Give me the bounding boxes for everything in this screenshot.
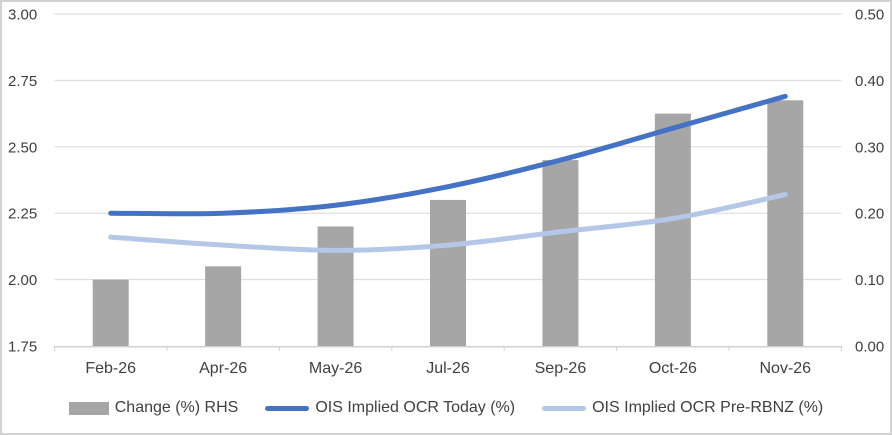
right-axis-tick-label: 0.00 (855, 339, 884, 356)
bar-Feb-26[interactable] (92, 279, 129, 346)
bar-series-swatch-icon (68, 401, 109, 415)
left-axis-tick-label: 2.25 (8, 206, 37, 223)
chart-legend: Change (%) RHS OIS Implied OCR Today (%)… (2, 395, 890, 421)
bar-Oct-26[interactable] (654, 113, 691, 346)
left-axis-tick-label: 2.00 (8, 272, 37, 289)
left-axis-tick-label: 1.75 (8, 339, 37, 356)
legend-label-ois-pre-rbnz: OIS Implied OCR Pre-RBNZ (%) (592, 399, 824, 416)
x-axis-label: Jul-26 (426, 360, 470, 377)
line-series-swatch-icon (265, 405, 310, 411)
right-axis-tick-label: 0.40 (855, 73, 884, 90)
left-axis-tick-label: 3.00 (8, 7, 37, 24)
legend-item-ois-pre-rbnz[interactable]: OIS Implied OCR Pre-RBNZ (%) (542, 399, 823, 417)
legend-item-change-rhs[interactable]: Change (%) RHS (68, 399, 239, 417)
right-axis-tick-label: 0.30 (855, 139, 884, 156)
x-axis-label: Nov-26 (759, 360, 811, 377)
left-axis-tick-label: 2.50 (8, 139, 37, 156)
x-axis-label: May-26 (309, 360, 362, 377)
x-axis-label: Sep-26 (535, 360, 587, 377)
line-series-swatch-icon (542, 405, 587, 411)
bar-Nov-26[interactable] (767, 100, 804, 346)
x-axis-label: Apr-26 (199, 360, 247, 377)
legend-item-ois-today[interactable]: OIS Implied OCR Today (%) (265, 399, 515, 417)
bar-May-26[interactable] (317, 226, 354, 346)
combo-chart: 3.00 2.75 2.50 2.25 2.00 1.75 0.50 0.40 0.30 0.20… (8, 7, 884, 378)
x-axis-label: Feb-26 (85, 360, 136, 377)
right-axis-tick-label: 0.20 (855, 206, 884, 223)
line-series-1[interactable] (108, 192, 788, 253)
line-series-0[interactable] (108, 93, 788, 217)
left-axis-tick-label: 2.75 (8, 73, 37, 90)
legend-label-ois-today: OIS Implied OCR Today (%) (315, 399, 516, 416)
bar-Sep-26[interactable] (542, 160, 579, 346)
right-axis-tick-label: 0.50 (855, 7, 884, 24)
bar-Jul-26[interactable] (430, 199, 466, 346)
bar-Apr-26[interactable] (205, 266, 242, 346)
legend-label-change-rhs: Change (%) RHS (114, 399, 239, 416)
x-axis-label: Oct-26 (649, 360, 697, 377)
right-axis-tick-label: 0.10 (855, 272, 884, 289)
